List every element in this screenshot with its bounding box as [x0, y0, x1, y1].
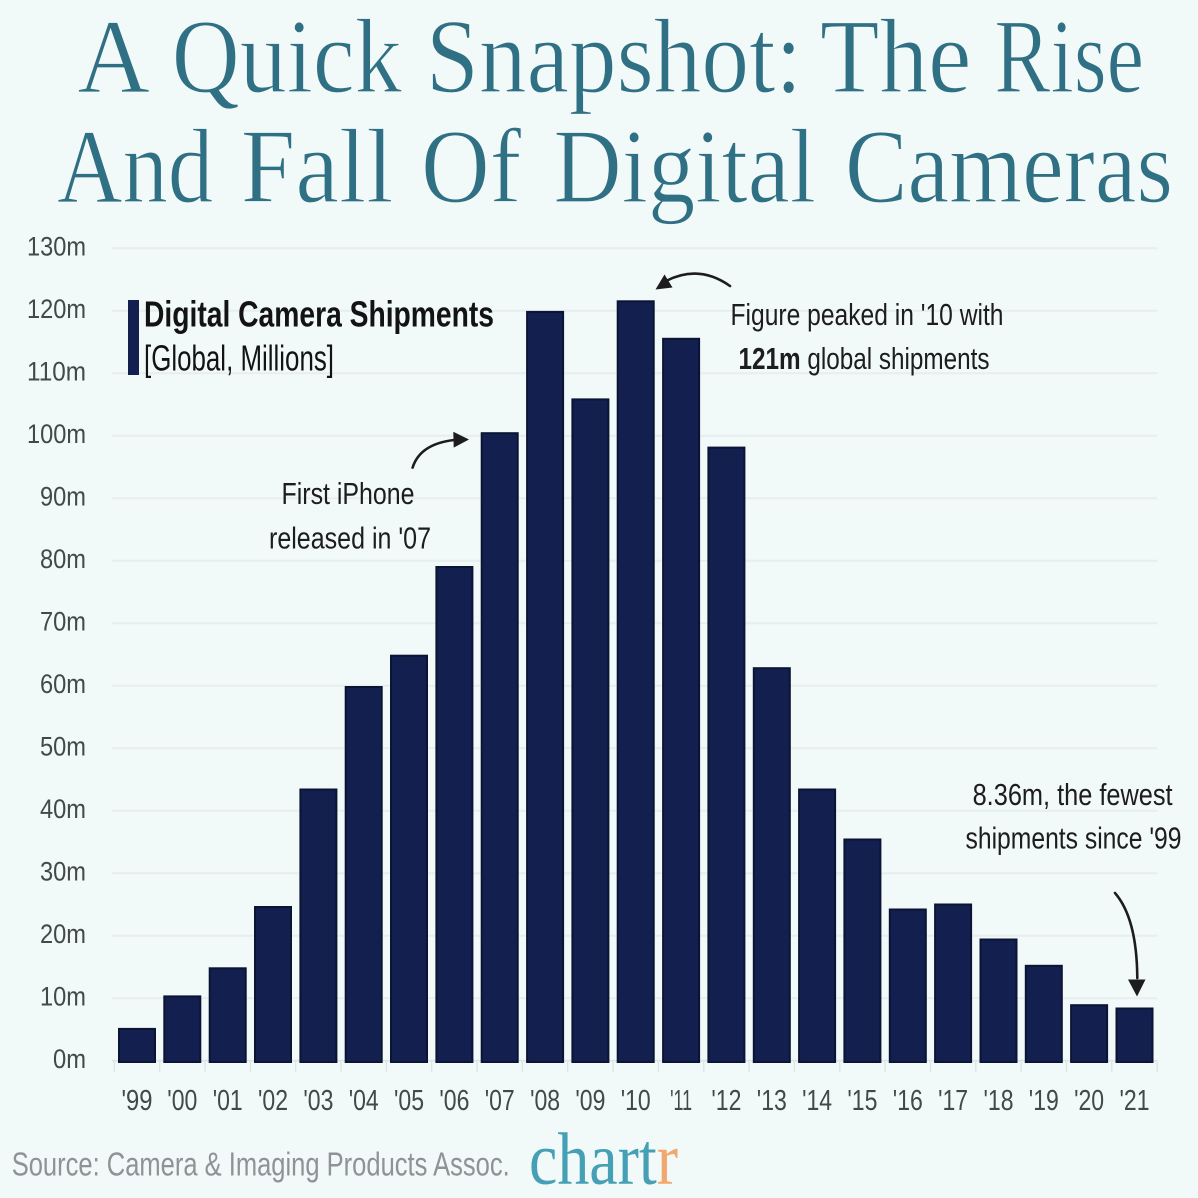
svg-text:'04: '04	[349, 1085, 379, 1117]
svg-text:'02: '02	[258, 1085, 288, 1117]
svg-text:70m: 70m	[40, 607, 86, 637]
svg-text:80m: 80m	[40, 544, 86, 574]
svg-text:30m: 30m	[40, 857, 86, 887]
svg-text:'18: '18	[984, 1085, 1014, 1117]
svg-text:20m: 20m	[40, 919, 86, 949]
svg-text:8.36m, the fewest: 8.36m, the fewest	[973, 777, 1173, 812]
svg-text:Rise: Rise	[994, 0, 1144, 115]
svg-text:'09: '09	[575, 1085, 605, 1117]
svg-text:'13: '13	[757, 1085, 787, 1117]
svg-text:110m: 110m	[27, 357, 86, 387]
svg-text:'20: '20	[1074, 1085, 1104, 1117]
svg-text:10m: 10m	[40, 982, 86, 1012]
svg-text:shipments since '99: shipments since '99	[966, 821, 1182, 856]
svg-text:A: A	[77, 0, 150, 115]
svg-text:'16: '16	[893, 1085, 923, 1117]
svg-text:Of: Of	[421, 108, 522, 225]
svg-text:Figure peaked in '10 with: Figure peaked in '10 with	[731, 297, 1004, 332]
svg-text:'01: '01	[213, 1085, 243, 1117]
svg-text:'19: '19	[1029, 1085, 1059, 1117]
svg-text:'17: '17	[938, 1085, 968, 1117]
svg-text:'15: '15	[847, 1085, 877, 1117]
svg-text:0m: 0m	[53, 1044, 86, 1074]
svg-text:90m: 90m	[40, 482, 86, 512]
svg-text:Source: Camera & Imaging Produ: Source: Camera & Imaging Products Assoc.	[12, 1146, 510, 1183]
svg-text:40m: 40m	[40, 794, 86, 824]
svg-text:'10: '10	[621, 1085, 651, 1117]
svg-text:50m: 50m	[40, 732, 86, 762]
svg-text:130m: 130m	[27, 232, 86, 262]
svg-text:'05: '05	[394, 1085, 424, 1117]
svg-text:60m: 60m	[40, 669, 86, 699]
svg-text:'03: '03	[303, 1085, 333, 1117]
svg-text:'11: '11	[670, 1085, 692, 1117]
svg-text:'06: '06	[439, 1085, 469, 1117]
svg-text:And: And	[57, 108, 213, 225]
svg-text:First iPhone: First iPhone	[282, 476, 415, 511]
svg-text:[Global, Millions]: [Global, Millions]	[144, 338, 334, 379]
svg-text:The: The	[820, 0, 972, 115]
svg-text:'08: '08	[530, 1085, 560, 1117]
svg-text:released in '07: released in '07	[269, 521, 431, 556]
svg-text:'00: '00	[167, 1085, 197, 1117]
svg-text:'21: '21	[1120, 1085, 1150, 1117]
svg-text:Digital: Digital	[553, 108, 816, 225]
svg-text:Cameras: Cameras	[845, 108, 1173, 225]
svg-text:chartr: chartr	[529, 1119, 678, 1198]
svg-text:Digital Camera Shipments: Digital Camera Shipments	[144, 294, 494, 335]
svg-text:100m: 100m	[27, 419, 86, 449]
svg-text:Snapshot:: Snapshot:	[426, 0, 802, 115]
svg-text:'07: '07	[485, 1085, 515, 1117]
svg-text:'12: '12	[711, 1085, 741, 1117]
svg-text:121m global shipments: 121m global shipments	[739, 341, 990, 376]
svg-text:120m: 120m	[27, 294, 86, 324]
svg-text:'14: '14	[802, 1085, 832, 1117]
svg-text:'99: '99	[122, 1085, 153, 1117]
svg-text:Quick: Quick	[172, 0, 402, 115]
svg-text:Fall: Fall	[241, 108, 394, 225]
